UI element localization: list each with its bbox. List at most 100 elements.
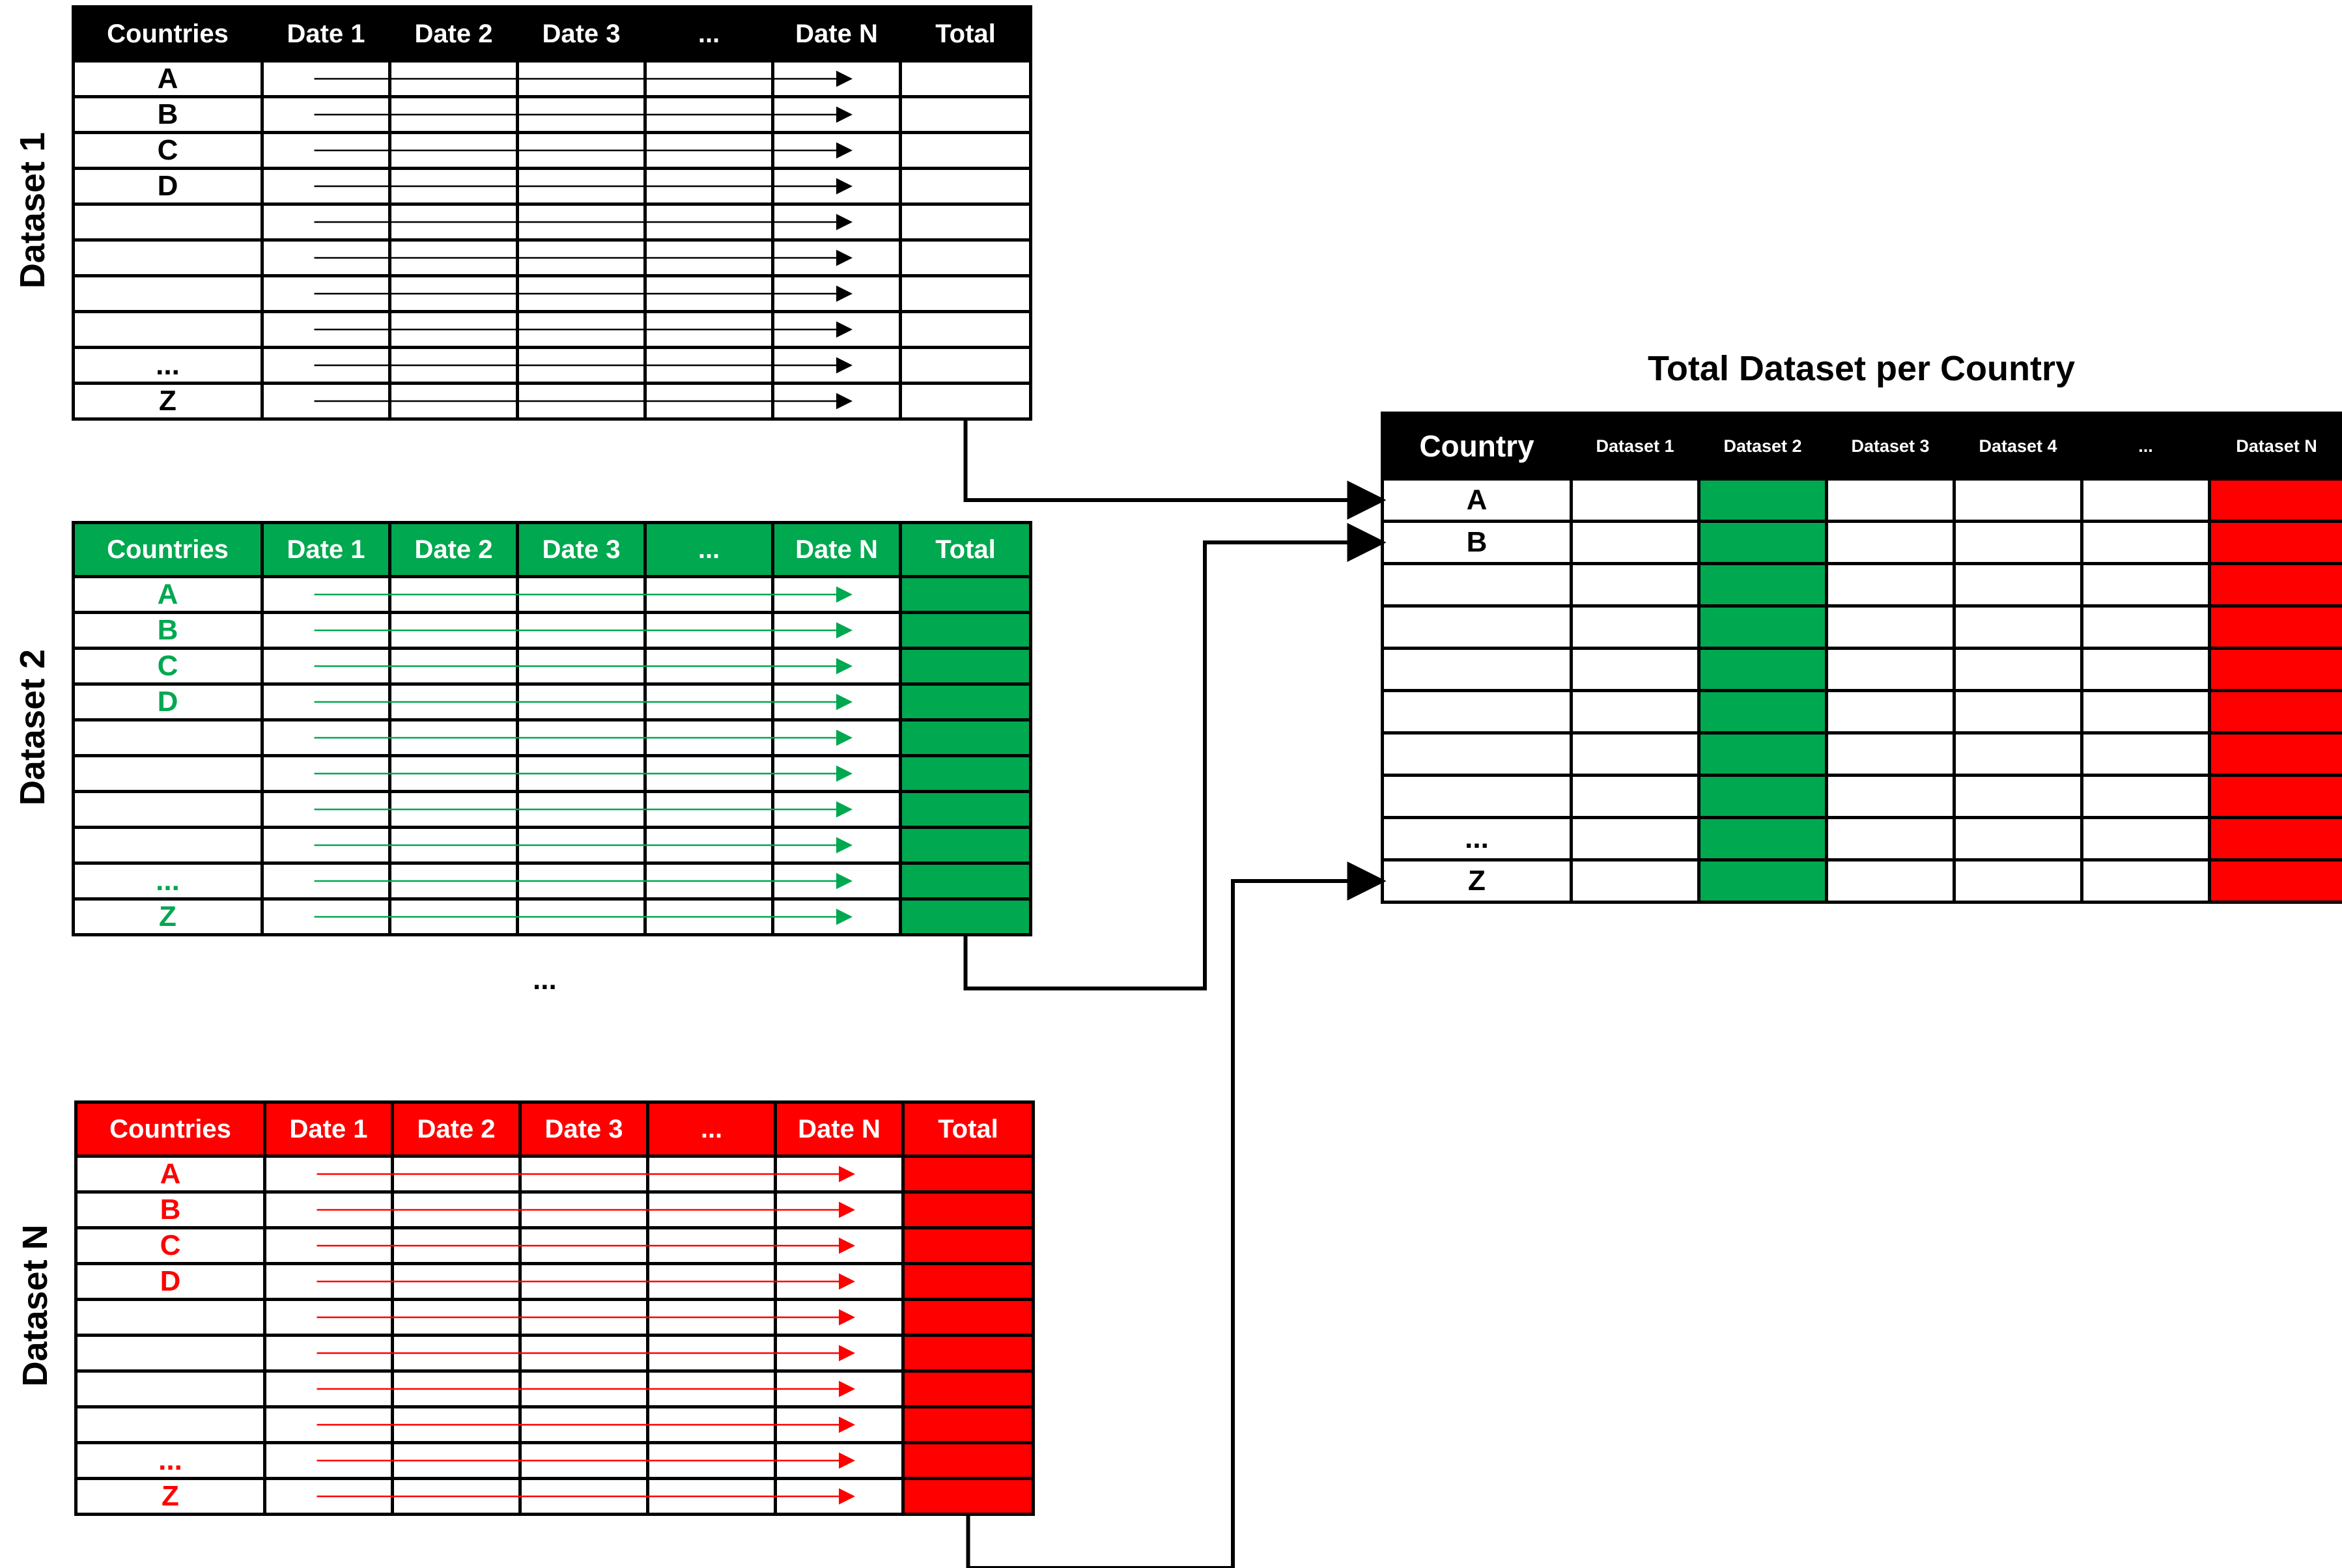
date-cell (388, 131, 519, 170)
date-cell (646, 1441, 777, 1480)
summary-value-cell (2208, 816, 2342, 861)
date-cell (643, 203, 774, 242)
summary-value-cell (1825, 731, 1956, 777)
country-cell: C (72, 647, 264, 686)
summary-value-cell (1570, 689, 1700, 735)
date-cell (261, 647, 391, 686)
date-cell (263, 1226, 394, 1265)
total-cell (901, 1369, 1035, 1408)
date-cell (516, 346, 647, 385)
date-cell (643, 59, 774, 98)
date-cell (261, 95, 391, 134)
dataset-2-header-5: Date N (771, 521, 902, 578)
summary-value-cell (1697, 858, 1828, 904)
date-cell (771, 131, 902, 170)
dataset-1-header-1: Date 1 (261, 5, 391, 63)
date-cell (261, 682, 391, 721)
table-row: Z (74, 1477, 1035, 1516)
dataset-2-header-2: Date 2 (388, 521, 519, 578)
summary-value-cell (1953, 477, 2083, 523)
country-cell: D (72, 167, 264, 206)
summary-value-cell (1697, 774, 1828, 819)
summary-value-cell (1825, 562, 1956, 608)
country-cell (74, 1334, 266, 1373)
dataset-1-header-6: Total (899, 5, 1032, 63)
summary-value-cell (2080, 858, 2211, 904)
date-cell (261, 382, 391, 421)
summary-value-cell (2208, 477, 2342, 523)
date-cell (518, 1369, 649, 1408)
date-cell (388, 346, 519, 385)
date-cell (391, 1405, 522, 1444)
summary-header-2: Dataset 2 (1697, 412, 1828, 481)
date-cell (261, 861, 391, 901)
date-cell (516, 718, 647, 757)
date-cell (388, 718, 519, 757)
summary-header-4: Dataset 4 (1953, 412, 2083, 481)
country-cell: D (72, 682, 264, 721)
total-cell (901, 1477, 1035, 1516)
summary-value-cell (1953, 774, 2083, 819)
summary-value-cell (2080, 520, 2211, 565)
country-cell (72, 238, 264, 277)
table-row (1381, 689, 2342, 735)
summary-header-0: Country (1381, 412, 1573, 481)
table-row: ... (1381, 816, 2342, 861)
table-row (74, 1334, 1035, 1373)
date-cell (643, 861, 774, 901)
total-cell (899, 826, 1032, 865)
summary-value-cell (1825, 604, 1956, 650)
summary-value-cell (2208, 774, 2342, 819)
country-cell (74, 1298, 266, 1337)
date-cell (646, 1190, 777, 1229)
total-cell (899, 754, 1032, 793)
dataset-2-header-4: ... (643, 521, 774, 578)
table-row: Z (1381, 858, 2342, 904)
table-row: B (1381, 520, 2342, 565)
date-cell (646, 1477, 777, 1516)
table-row: B (72, 95, 1032, 134)
date-cell (646, 1226, 777, 1265)
country-cell (72, 826, 264, 865)
summary-value-cell (1570, 647, 1700, 692)
summary-header-1: Dataset 1 (1570, 412, 1700, 481)
table-row: B (74, 1190, 1035, 1229)
date-cell (516, 203, 647, 242)
country-cell (72, 203, 264, 242)
country-cell: ... (72, 346, 264, 385)
date-cell (646, 1405, 777, 1444)
date-cell (774, 1334, 905, 1373)
summary-country-cell (1381, 604, 1573, 650)
total-cell (899, 59, 1032, 98)
table-row: C (72, 647, 1032, 686)
total-cell (899, 95, 1032, 134)
date-cell (518, 1405, 649, 1444)
date-cell (261, 718, 391, 757)
table-row (72, 718, 1032, 757)
country-cell: ... (72, 861, 264, 901)
table-row (1381, 731, 2342, 777)
date-cell (516, 611, 647, 650)
summary-value-cell (1570, 731, 1700, 777)
dataset-3-header-2: Date 2 (391, 1100, 522, 1158)
date-cell (263, 1441, 394, 1480)
total-cell (899, 682, 1032, 721)
summary-value-cell (1570, 477, 1700, 523)
dataset-2-table: Countries Date 1 Date 2 Date 3... Date N Tota… (72, 521, 1032, 936)
date-cell (643, 718, 774, 757)
dataset-3-header-4: ... (646, 1100, 777, 1158)
date-cell (261, 310, 391, 349)
total-cell (899, 203, 1032, 242)
date-cell (643, 346, 774, 385)
date-cell (516, 382, 647, 421)
date-cell (518, 1155, 649, 1194)
dataset-2-header-3: Date 3 (516, 521, 647, 578)
table-row: D (74, 1262, 1035, 1301)
country-cell: ... (74, 1441, 266, 1480)
total-cell (901, 1441, 1035, 1480)
date-cell (263, 1155, 394, 1194)
date-cell (643, 238, 774, 277)
date-cell (263, 1334, 394, 1373)
date-cell (261, 790, 391, 829)
date-cell (261, 575, 391, 614)
